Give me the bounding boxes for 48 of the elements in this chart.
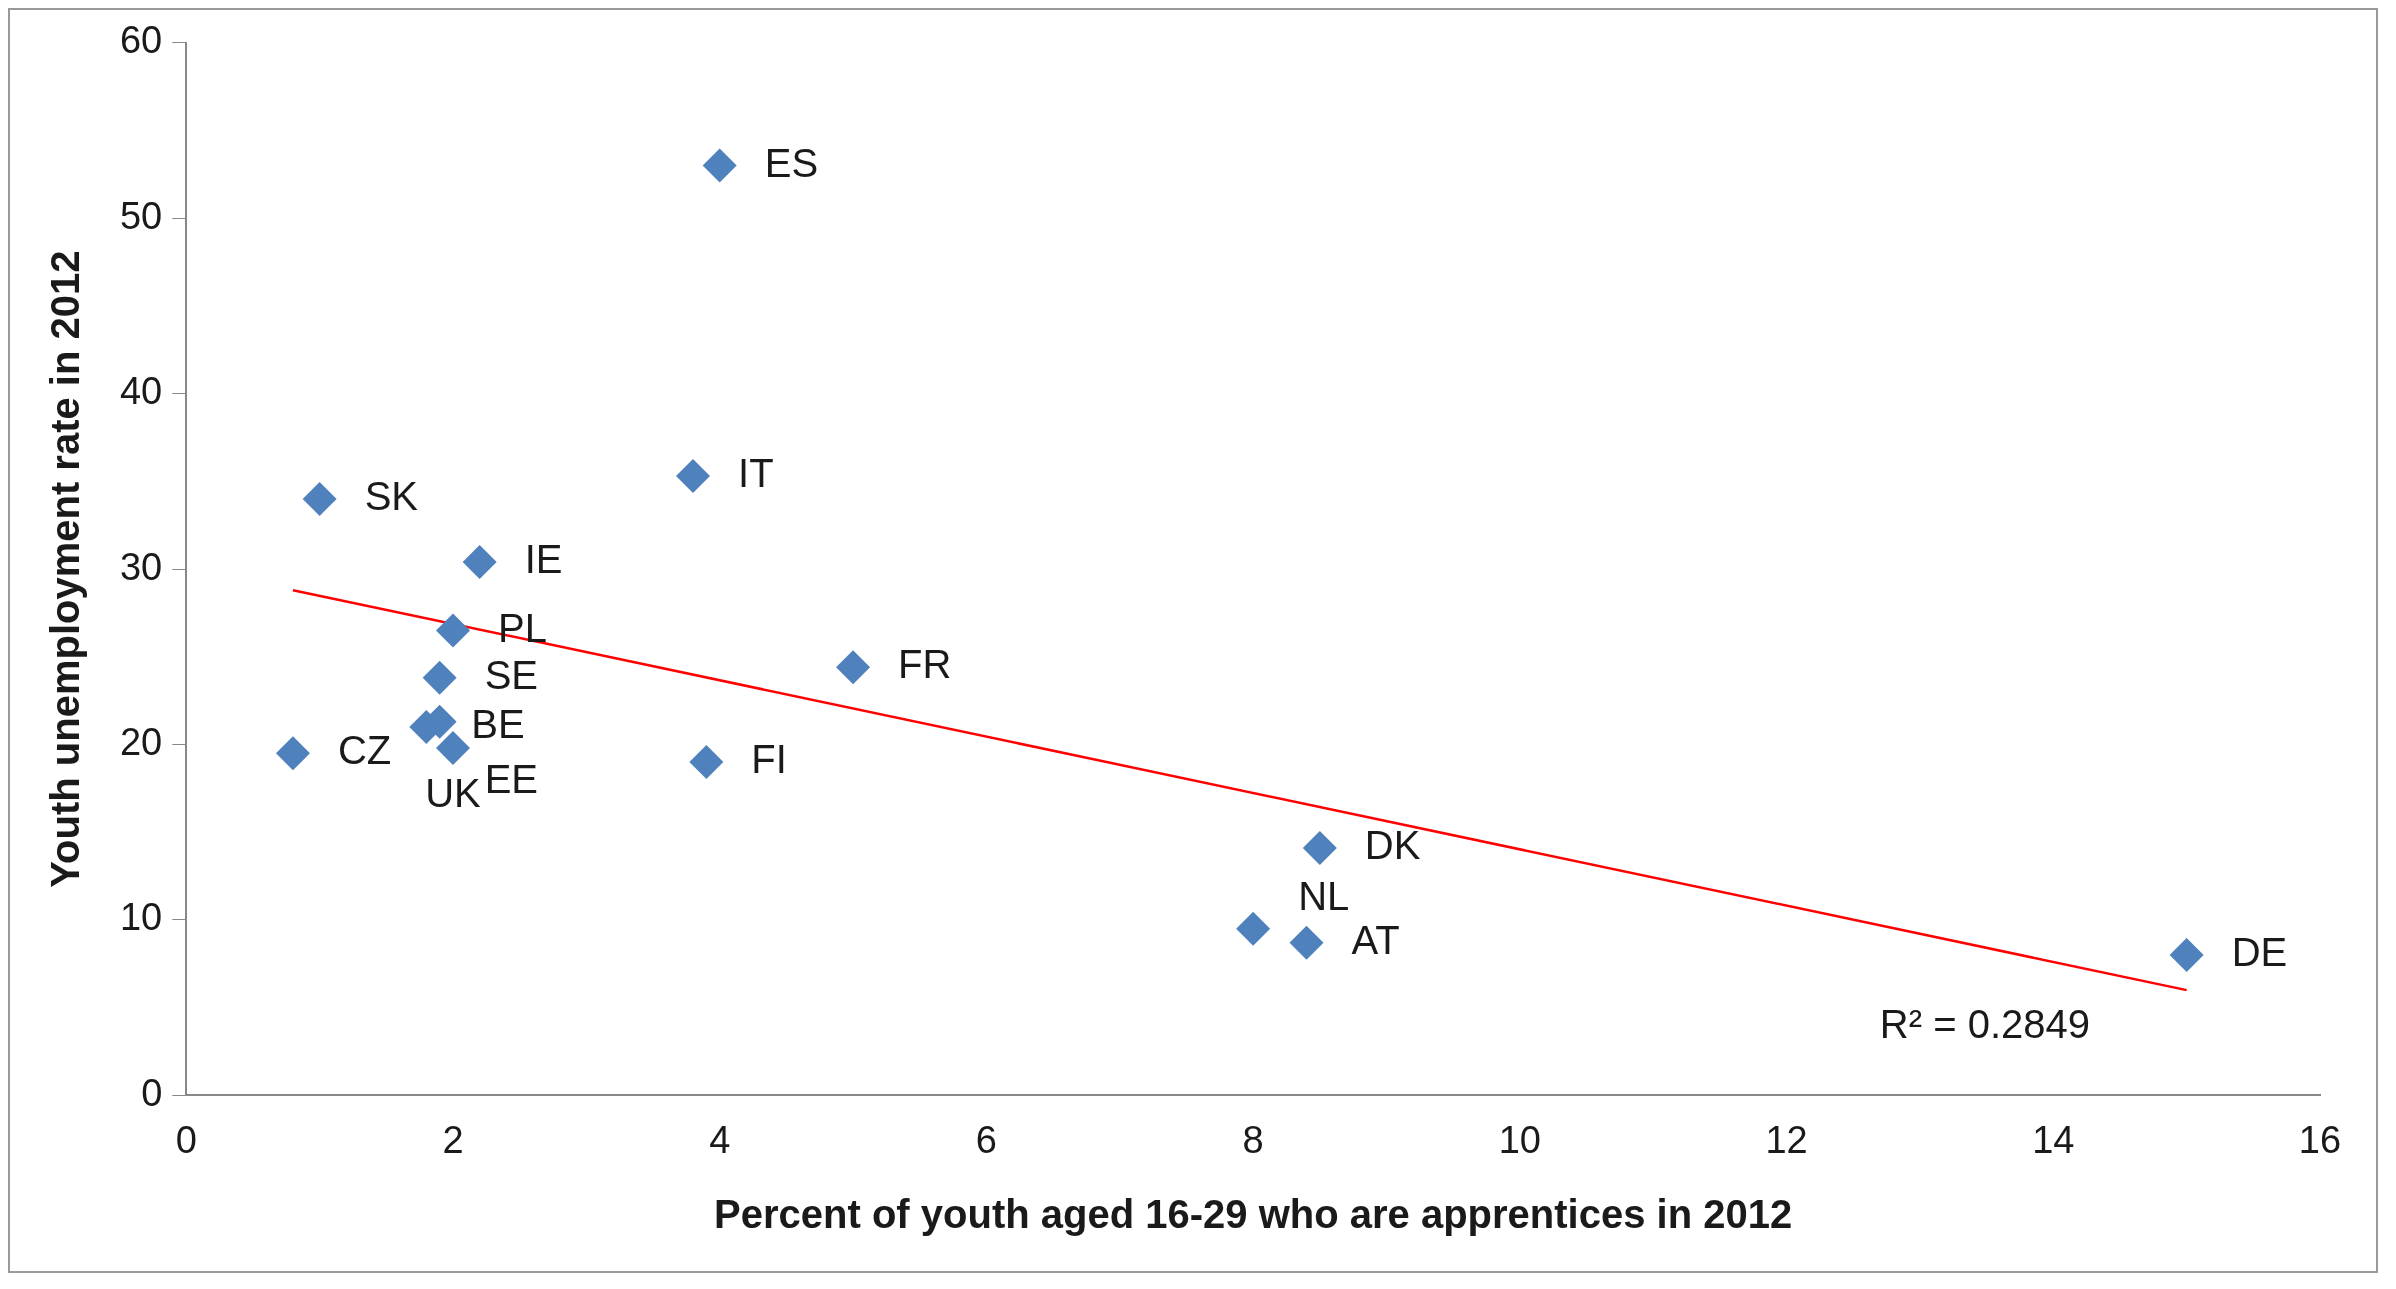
annotation: EE [484, 756, 539, 801]
point [1289, 925, 1324, 960]
annotation: FR [898, 642, 952, 687]
x-tick-label: 16 [2298, 1118, 2342, 1161]
x-tick-label: 14 [2032, 1118, 2075, 1161]
point [676, 459, 711, 494]
annotation: DK [1364, 823, 1421, 868]
x-tick-label: 8 [1242, 1118, 1264, 1161]
point [422, 660, 457, 695]
annotation: UK [425, 771, 482, 816]
y-tick-label: 50 [119, 194, 163, 237]
x-tick-label: 6 [975, 1118, 997, 1161]
y-tick-label: 30 [119, 545, 163, 588]
point [275, 736, 310, 771]
annotation: BE [471, 702, 525, 747]
point [836, 650, 871, 685]
annotation: IT [738, 451, 774, 496]
annotation: R² = 0.2849 [1879, 1002, 2090, 1047]
annotation: SE [484, 652, 539, 697]
point [435, 731, 470, 766]
x-tick-label: 12 [1765, 1118, 1808, 1161]
y-tick-label: 10 [119, 896, 163, 939]
annotation: SK [364, 473, 419, 518]
point [2169, 938, 2204, 973]
point [462, 545, 497, 580]
y-axis-title: Youth unemployment rate in 2012 [43, 250, 88, 888]
point [1236, 911, 1271, 946]
annotation: IE [524, 537, 563, 582]
point [302, 481, 337, 516]
annotation: DE [2231, 930, 2288, 975]
x-tick-label: 0 [175, 1118, 197, 1161]
y-tick-label: 40 [119, 370, 163, 413]
y-tick-label: 60 [119, 19, 163, 62]
x-tick-label: 10 [1498, 1118, 1541, 1161]
x-tick-label: 2 [442, 1118, 464, 1161]
point [435, 613, 470, 648]
x-tick-label: 4 [709, 1118, 731, 1161]
y-tick-label: 20 [119, 721, 163, 764]
point [689, 745, 724, 780]
annotation: ES [764, 140, 819, 185]
annotation: FI [751, 737, 787, 782]
annotation: AT [1351, 917, 1400, 962]
point [702, 148, 737, 183]
y-tick-label: 0 [141, 1071, 163, 1114]
annotation: CZ [337, 728, 392, 773]
point [1302, 831, 1337, 866]
annotation: NL [1298, 873, 1350, 918]
x-axis-title: Percent of youth aged 16-29 who are apprentices in 2012 [714, 1192, 1793, 1237]
